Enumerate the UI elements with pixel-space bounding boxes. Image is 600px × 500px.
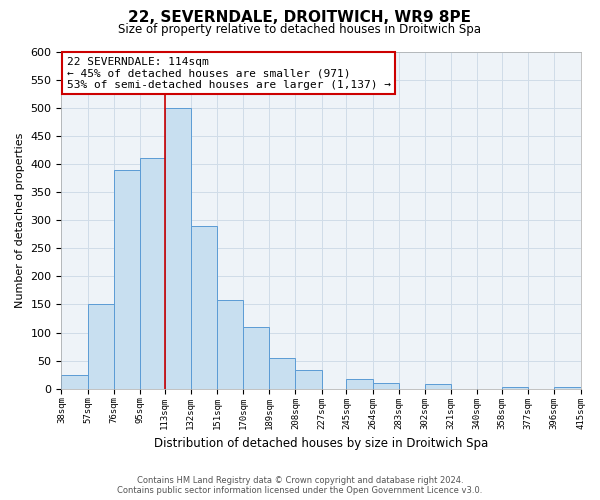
Y-axis label: Number of detached properties: Number of detached properties <box>15 132 25 308</box>
Bar <box>502 387 528 389</box>
Text: 22 SEVERNDALE: 114sqm
← 45% of detached houses are smaller (971)
53% of semi-det: 22 SEVERNDALE: 114sqm ← 45% of detached … <box>67 56 391 90</box>
Bar <box>114 170 140 389</box>
Bar <box>164 108 191 389</box>
Bar <box>346 379 373 389</box>
Bar <box>88 304 114 389</box>
Bar <box>373 383 399 389</box>
Bar <box>217 300 243 389</box>
Bar <box>140 158 164 389</box>
Bar <box>191 226 217 389</box>
Bar <box>269 358 295 389</box>
Bar <box>425 384 451 389</box>
Bar <box>243 327 269 389</box>
Bar <box>61 374 88 389</box>
Text: 22, SEVERNDALE, DROITWICH, WR9 8PE: 22, SEVERNDALE, DROITWICH, WR9 8PE <box>128 10 472 25</box>
Bar <box>554 386 581 389</box>
X-axis label: Distribution of detached houses by size in Droitwich Spa: Distribution of detached houses by size … <box>154 437 488 450</box>
Bar <box>295 370 322 389</box>
Text: Contains HM Land Registry data © Crown copyright and database right 2024.
Contai: Contains HM Land Registry data © Crown c… <box>118 476 482 495</box>
Text: Size of property relative to detached houses in Droitwich Spa: Size of property relative to detached ho… <box>119 22 482 36</box>
